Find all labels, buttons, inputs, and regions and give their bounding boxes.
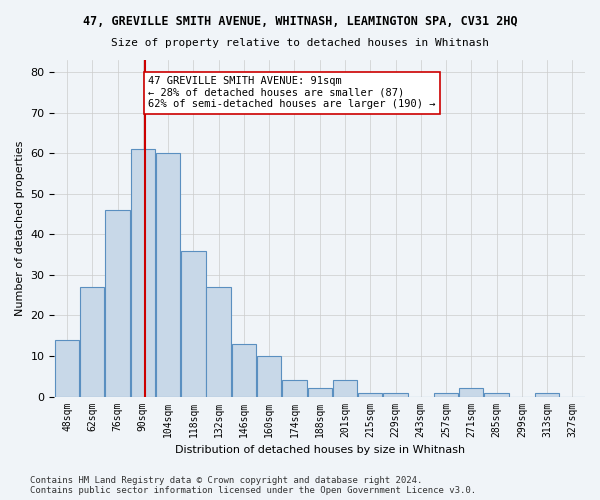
Text: 47, GREVILLE SMITH AVENUE, WHITNASH, LEAMINGTON SPA, CV31 2HQ: 47, GREVILLE SMITH AVENUE, WHITNASH, LEA… xyxy=(83,15,517,28)
Bar xyxy=(131,149,155,396)
Bar xyxy=(181,250,206,396)
Bar xyxy=(459,388,484,396)
Y-axis label: Number of detached properties: Number of detached properties xyxy=(15,140,25,316)
Bar xyxy=(257,356,281,397)
X-axis label: Distribution of detached houses by size in Whitnash: Distribution of detached houses by size … xyxy=(175,445,465,455)
Text: Size of property relative to detached houses in Whitnash: Size of property relative to detached ho… xyxy=(111,38,489,48)
Bar xyxy=(106,210,130,396)
Bar xyxy=(333,380,357,396)
Bar xyxy=(434,392,458,396)
Bar xyxy=(358,392,382,396)
Bar xyxy=(282,380,307,396)
Bar xyxy=(156,154,180,396)
Bar xyxy=(55,340,79,396)
Bar xyxy=(308,388,332,396)
Bar xyxy=(484,392,509,396)
Bar xyxy=(383,392,407,396)
Bar xyxy=(232,344,256,397)
Text: 47 GREVILLE SMITH AVENUE: 91sqm
← 28% of detached houses are smaller (87)
62% of: 47 GREVILLE SMITH AVENUE: 91sqm ← 28% of… xyxy=(148,76,436,110)
Bar xyxy=(206,287,231,397)
Bar xyxy=(535,392,559,396)
Text: Contains HM Land Registry data © Crown copyright and database right 2024.
Contai: Contains HM Land Registry data © Crown c… xyxy=(30,476,476,495)
Bar xyxy=(80,287,104,397)
